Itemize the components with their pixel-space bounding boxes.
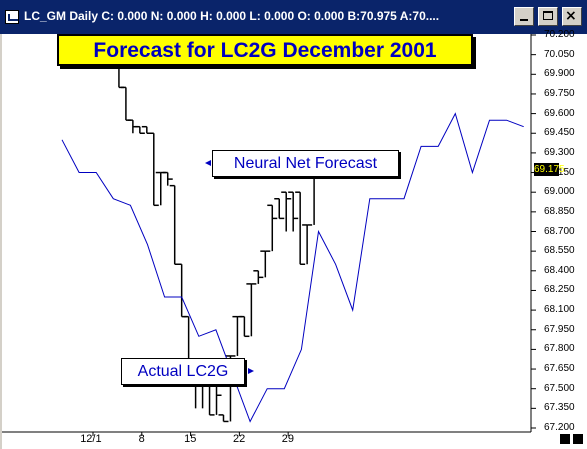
- title-bar[interactable]: LC_GM Daily C: 0.000 N: 0.000 H: 0.000 L…: [0, 0, 587, 34]
- forecast-annotation: Neural Net Forecast: [212, 150, 399, 177]
- plot-area[interactable]: [2, 34, 531, 432]
- close-icon: ×: [565, 8, 577, 24]
- price-tick-label: 68.250: [544, 284, 575, 296]
- price-bar: [155, 171, 166, 206]
- date-tick-label: 22: [232, 433, 246, 445]
- price-bar: [246, 283, 257, 337]
- price-tick-marks: [531, 34, 536, 429]
- price-tick-label: 70.050: [544, 48, 575, 60]
- price-bar: [274, 198, 285, 220]
- price-bar: [302, 224, 313, 265]
- scroll-right-button[interactable]: [573, 434, 583, 444]
- forecast-annotation-label: Neural Net Forecast: [233, 155, 378, 172]
- price-bar: [281, 191, 292, 232]
- price-bar: [232, 315, 243, 356]
- price-tick-label: 69.900: [544, 68, 575, 80]
- close-button[interactable]: ×: [562, 7, 582, 26]
- price-bar: [295, 191, 306, 265]
- price-bar: [260, 250, 271, 278]
- annotation-pointers: [205, 160, 545, 374]
- neural-net-forecast-line: [61, 112, 524, 423]
- actual-annotation: Actual LC2G: [121, 358, 245, 385]
- date-tick-label: 29: [281, 433, 294, 445]
- price-bar: [197, 381, 208, 409]
- chart-app-icon[interactable]: [5, 10, 19, 24]
- current-price-tag: 69.175: [534, 163, 565, 176]
- price-bar: [176, 263, 187, 318]
- price-tick-label: 70.200: [544, 29, 575, 40]
- price-tick-label: 69.450: [544, 127, 575, 139]
- scroll-left-button[interactable]: [560, 434, 570, 444]
- forecast-pointer-arrow: [205, 160, 211, 166]
- price-tick-label: 69.600: [544, 107, 575, 119]
- price-tick-label: 67.950: [544, 323, 575, 335]
- price-tick-label: 68.850: [544, 205, 575, 217]
- price-tick-label: 68.700: [544, 225, 575, 237]
- price-tick-label: 68.550: [544, 245, 575, 257]
- price-axis[interactable]: [531, 34, 587, 432]
- date-tick-label: 8: [138, 433, 145, 445]
- price-tick-label: 67.800: [544, 343, 575, 355]
- minimize-icon: [520, 19, 528, 21]
- price-bar: [169, 184, 180, 265]
- minimize-button[interactable]: [514, 7, 534, 26]
- price-tick-label: 68.400: [544, 264, 575, 276]
- price-tick-label: 69.150: [544, 166, 575, 178]
- actual-pointer-arrow: [248, 368, 254, 374]
- price-bar: [239, 315, 250, 338]
- price-bar: [267, 204, 278, 252]
- date-tick-label: 15: [184, 433, 197, 445]
- price-bar: [162, 171, 173, 186]
- price-bar: [218, 414, 229, 423]
- price-bar: [288, 191, 299, 232]
- price-tick-label: 67.650: [544, 363, 575, 375]
- chart-title-box: Forecast for LC2G December 2001: [57, 34, 473, 66]
- price-tick-label: 67.200: [544, 422, 575, 433]
- price-tick-label: 69.750: [544, 87, 575, 99]
- price-bar: [134, 125, 145, 134]
- price-tick-label: 69.000: [544, 186, 575, 198]
- price-bar: [309, 168, 320, 225]
- price-bar: [141, 125, 152, 134]
- actual-annotation-label: Actual LC2G: [137, 363, 229, 380]
- window-title: LC_GM Daily C: 0.000 N: 0.000 H: 0.000 L…: [24, 9, 440, 23]
- price-bar: [204, 381, 215, 416]
- chart-title: Forecast for LC2G December 2001: [93, 39, 437, 62]
- date-tick-label: 12/1: [80, 433, 102, 445]
- date-axis[interactable]: [2, 432, 587, 449]
- price-tick-label: 69.300: [544, 146, 575, 158]
- price-bar: [148, 132, 159, 207]
- maximize-button[interactable]: [538, 7, 558, 26]
- price-bar: [120, 86, 131, 121]
- price-bar: [253, 270, 264, 284]
- date-tick-marks: [92, 432, 289, 436]
- price-tick-label: 67.500: [544, 382, 575, 394]
- maximize-icon: [543, 11, 553, 20]
- price-tick-label: 67.350: [544, 402, 575, 414]
- price-tick-label: 68.100: [544, 304, 575, 316]
